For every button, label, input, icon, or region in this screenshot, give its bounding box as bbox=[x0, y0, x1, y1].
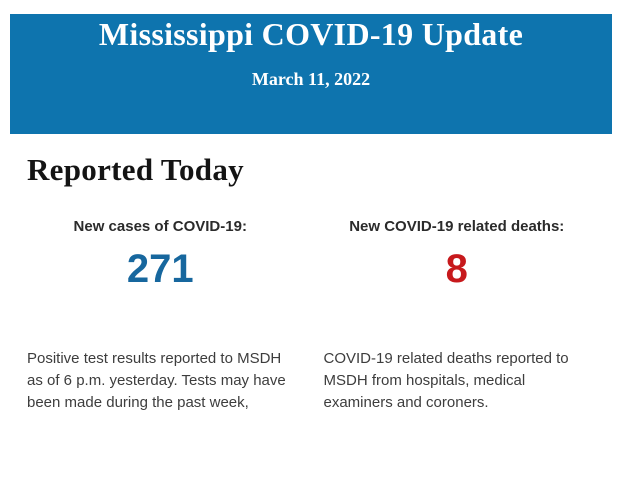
header-banner: Mississippi COVID-19 Update March 11, 20… bbox=[10, 14, 612, 134]
section-heading: Reported Today bbox=[27, 152, 244, 187]
main-content: Reported Today New cases of COVID-19: 27… bbox=[0, 152, 620, 414]
new-deaths-description: COVID-19 related deaths reported to MSDH… bbox=[323, 350, 569, 411]
new-cases-description: Positive test results reported to MSDH a… bbox=[27, 350, 286, 411]
new-deaths-value: 8 bbox=[445, 247, 468, 291]
new-cases-value: 271 bbox=[126, 247, 194, 291]
report-date: March 11, 2022 bbox=[251, 69, 371, 89]
new-cases-label: New cases of COVID-19: bbox=[73, 218, 247, 235]
new-deaths-label: New COVID-19 related deaths: bbox=[349, 218, 565, 235]
stats-row: New cases of COVID-19: 271 Positive test… bbox=[27, 218, 590, 414]
stat-new-deaths: New COVID-19 related deaths: 8 COVID-19 … bbox=[324, 218, 591, 414]
page-title: Mississippi COVID-19 Update bbox=[98, 16, 524, 52]
stat-new-cases: New cases of COVID-19: 271 Positive test… bbox=[27, 218, 294, 414]
